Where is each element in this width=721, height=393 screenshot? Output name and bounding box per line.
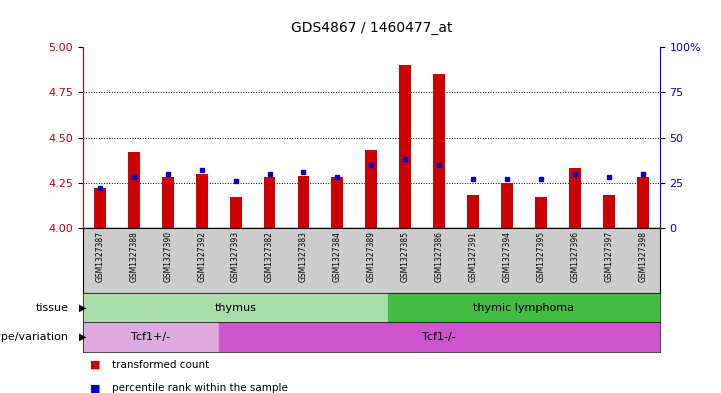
Text: GSM1327395: GSM1327395	[536, 231, 546, 282]
Text: ■: ■	[90, 360, 101, 369]
Text: GSM1327394: GSM1327394	[503, 231, 511, 282]
Text: GSM1327396: GSM1327396	[570, 231, 580, 282]
Bar	[535, 197, 547, 228]
Text: GSM1327385: GSM1327385	[401, 231, 410, 282]
Text: ■: ■	[90, 383, 101, 393]
Bar	[433, 74, 445, 228]
Text: GSM1327383: GSM1327383	[299, 231, 308, 282]
Bar	[332, 177, 343, 228]
Text: GSM1327391: GSM1327391	[469, 231, 477, 282]
Bar	[501, 183, 513, 228]
Text: GSM1327393: GSM1327393	[231, 231, 240, 282]
Bar	[94, 188, 106, 228]
Bar	[218, 322, 660, 352]
Text: Tcf1+/-: Tcf1+/-	[131, 332, 170, 342]
Text: GSM1327390: GSM1327390	[163, 231, 172, 282]
Bar	[637, 177, 649, 228]
Text: GSM1327382: GSM1327382	[265, 231, 274, 282]
Text: percentile rank within the sample: percentile rank within the sample	[112, 383, 288, 393]
Text: GSM1327389: GSM1327389	[367, 231, 376, 282]
Text: genotype/variation: genotype/variation	[0, 332, 68, 342]
Bar	[399, 65, 411, 228]
Text: thymus: thymus	[215, 303, 257, 312]
Bar	[603, 195, 615, 228]
Text: ▶: ▶	[79, 303, 87, 312]
Text: GSM1327388: GSM1327388	[129, 231, 138, 282]
Bar	[366, 150, 377, 228]
Text: GSM1327386: GSM1327386	[435, 231, 443, 282]
Text: GSM1327384: GSM1327384	[333, 231, 342, 282]
Bar	[569, 168, 581, 228]
Bar	[195, 174, 208, 228]
Bar	[83, 293, 389, 322]
Text: GSM1327398: GSM1327398	[638, 231, 647, 282]
Bar	[264, 177, 275, 228]
Bar	[162, 177, 174, 228]
Bar	[83, 322, 218, 352]
Bar	[128, 152, 140, 228]
Text: transformed count: transformed count	[112, 360, 209, 369]
Bar	[467, 195, 479, 228]
Text: GSM1327387: GSM1327387	[95, 231, 105, 282]
Text: tissue: tissue	[35, 303, 68, 312]
Bar	[230, 197, 242, 228]
Text: GDS4867 / 1460477_at: GDS4867 / 1460477_at	[291, 20, 452, 35]
Text: Tcf1-/-: Tcf1-/-	[423, 332, 456, 342]
Bar	[389, 293, 660, 322]
Bar	[298, 176, 309, 228]
Text: GSM1327397: GSM1327397	[604, 231, 614, 282]
Text: ▶: ▶	[79, 332, 87, 342]
Text: thymic lymphoma: thymic lymphoma	[474, 303, 575, 312]
Text: GSM1327392: GSM1327392	[197, 231, 206, 282]
